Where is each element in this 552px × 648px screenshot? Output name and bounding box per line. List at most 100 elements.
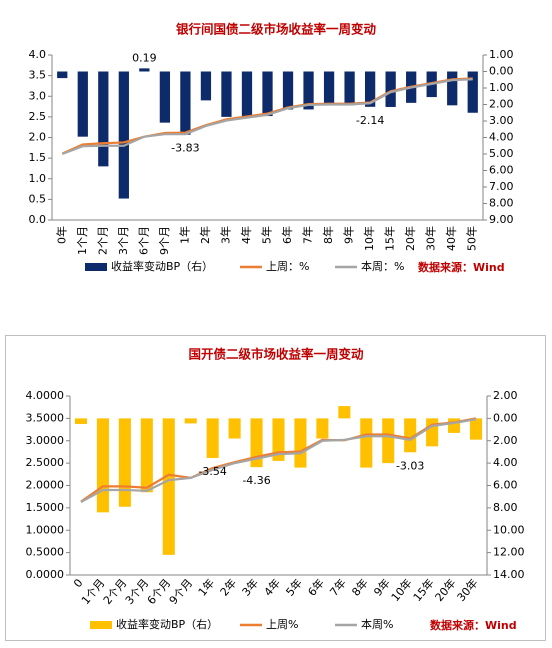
x-tick-label: 1年: [177, 226, 191, 244]
x-tick-label: 15年: [410, 576, 437, 604]
y-tick-label: 1.0: [29, 172, 47, 185]
x-tick-label: 0年: [54, 226, 68, 244]
x-tick-label: 20年: [403, 226, 417, 251]
x-tick-label: 3年: [239, 576, 261, 599]
y-tick-label: 4.0000: [26, 389, 65, 402]
y2-tick-label: 4.00: [489, 131, 514, 144]
x-tick-label: 9年: [342, 226, 356, 244]
y2-tick-label: 9.00: [489, 213, 514, 226]
chart-title: 银行间国债二级市场收益率一周变动: [176, 22, 377, 37]
bar: [303, 71, 314, 110]
y2-tick-label: 1.00: [489, 81, 514, 94]
x-tick-label: 3年: [218, 226, 232, 244]
y2-tick-label: 6.00: [493, 479, 518, 492]
y2-tick-label: 3.00: [489, 114, 514, 127]
x-tick-label: 2年: [198, 226, 212, 244]
source-note: 数据来源：Wind: [418, 260, 505, 274]
x-tick-label: 6个月: [137, 226, 150, 255]
x-tick-label: 3个月: [123, 577, 152, 608]
bar: [118, 71, 129, 199]
y2-tick-label: 12.00: [493, 546, 525, 559]
x-tick-label: 9个月: [158, 226, 171, 255]
data-label: -3.54: [198, 465, 226, 478]
y2-tick-label: 5.00: [489, 147, 514, 160]
data-label: -4.36: [242, 474, 270, 487]
y-tick-label: 0.0000: [26, 568, 65, 581]
bar: [241, 71, 253, 117]
bar: [98, 71, 109, 167]
y-tick-label: 2.0000: [26, 479, 65, 492]
legend-label: 收益率变动BP（右）: [111, 259, 213, 273]
x-tick-label: 4年: [261, 576, 283, 599]
bar: [467, 71, 478, 113]
y2-tick-label: 2.00: [493, 434, 518, 447]
bar: [159, 71, 171, 123]
x-tick-label: 6年: [305, 576, 327, 599]
x-tick-label: 4年: [239, 226, 253, 244]
y-tick-label: 4.0: [29, 48, 47, 61]
x-tick-label: 10年: [388, 576, 415, 604]
y2-tick-label: 0.00: [489, 65, 514, 78]
bar: [344, 71, 355, 106]
x-tick-label: 15年: [383, 226, 397, 251]
y-tick-label: 1.5: [29, 151, 47, 164]
y-tick-label: 2.5000: [26, 456, 65, 469]
x-tick-label: 3个月: [117, 226, 130, 255]
y-tick-label: 3.5: [29, 69, 47, 82]
bar: [118, 418, 131, 507]
line: [61, 78, 473, 156]
bar: [228, 418, 241, 439]
x-tick-label: 6个月: [145, 577, 174, 608]
data-label: -3.83: [171, 142, 199, 155]
chart-title: 国开债二级市场收益率一周变动: [188, 347, 364, 362]
y-tick-label: 1.5000: [26, 501, 65, 514]
bar: [262, 71, 273, 117]
y2-tick-label: 10.00: [493, 523, 525, 536]
bar: [140, 418, 153, 493]
y-tick-label: 3.0000: [26, 434, 65, 447]
x-tick-label: 10年: [362, 226, 376, 251]
bar: [74, 418, 88, 424]
bar: [316, 418, 329, 439]
bar: [162, 418, 175, 555]
y2-tick-label: 0.00: [493, 411, 518, 424]
bar: [360, 418, 373, 468]
data-label: 0.19: [132, 51, 157, 64]
chart-frame: [5, 335, 546, 641]
bar: [469, 418, 483, 440]
data-label: -3.03: [396, 459, 424, 472]
y2-tick-label: 6.00: [489, 164, 514, 177]
y-tick-label: 3.5000: [26, 411, 65, 424]
x-tick-label: 2年: [217, 576, 239, 599]
x-tick-label: 8年: [321, 226, 335, 244]
x-tick-label: 0: [71, 577, 85, 591]
x-tick-label: 50年: [465, 226, 479, 251]
bar: [382, 418, 395, 464]
y2-tick-label: 8.00: [489, 197, 514, 210]
y2-tick-label: 7.00: [489, 180, 514, 193]
x-tick-label: 8年: [349, 576, 371, 599]
bar: [57, 71, 68, 79]
bar: [180, 71, 191, 135]
x-tick-label: 1个月: [79, 577, 108, 608]
bar: [96, 418, 109, 513]
bar: [184, 418, 197, 424]
x-tick-label: 7年: [301, 226, 315, 244]
source-note: 数据来源：Wind: [430, 618, 517, 632]
bar: [426, 418, 439, 447]
x-tick-label: 1年: [195, 576, 217, 599]
y2-tick-label: 2.00: [493, 389, 518, 402]
bar: [250, 418, 263, 468]
y2-tick-label: 14.00: [493, 568, 525, 581]
bar: [206, 418, 219, 458]
x-tick-label: 2个月: [101, 577, 130, 608]
x-tick-label: 30年: [424, 226, 438, 251]
y-tick-label: 2.5: [29, 110, 47, 123]
y-tick-label: 0.0: [29, 213, 47, 226]
y-tick-label: 3.0: [29, 89, 47, 102]
x-tick-label: 7年: [327, 576, 349, 599]
x-tick-label: 40年: [444, 226, 458, 251]
y-tick-label: 0.5000: [26, 546, 65, 559]
legend-swatch: [85, 263, 107, 271]
